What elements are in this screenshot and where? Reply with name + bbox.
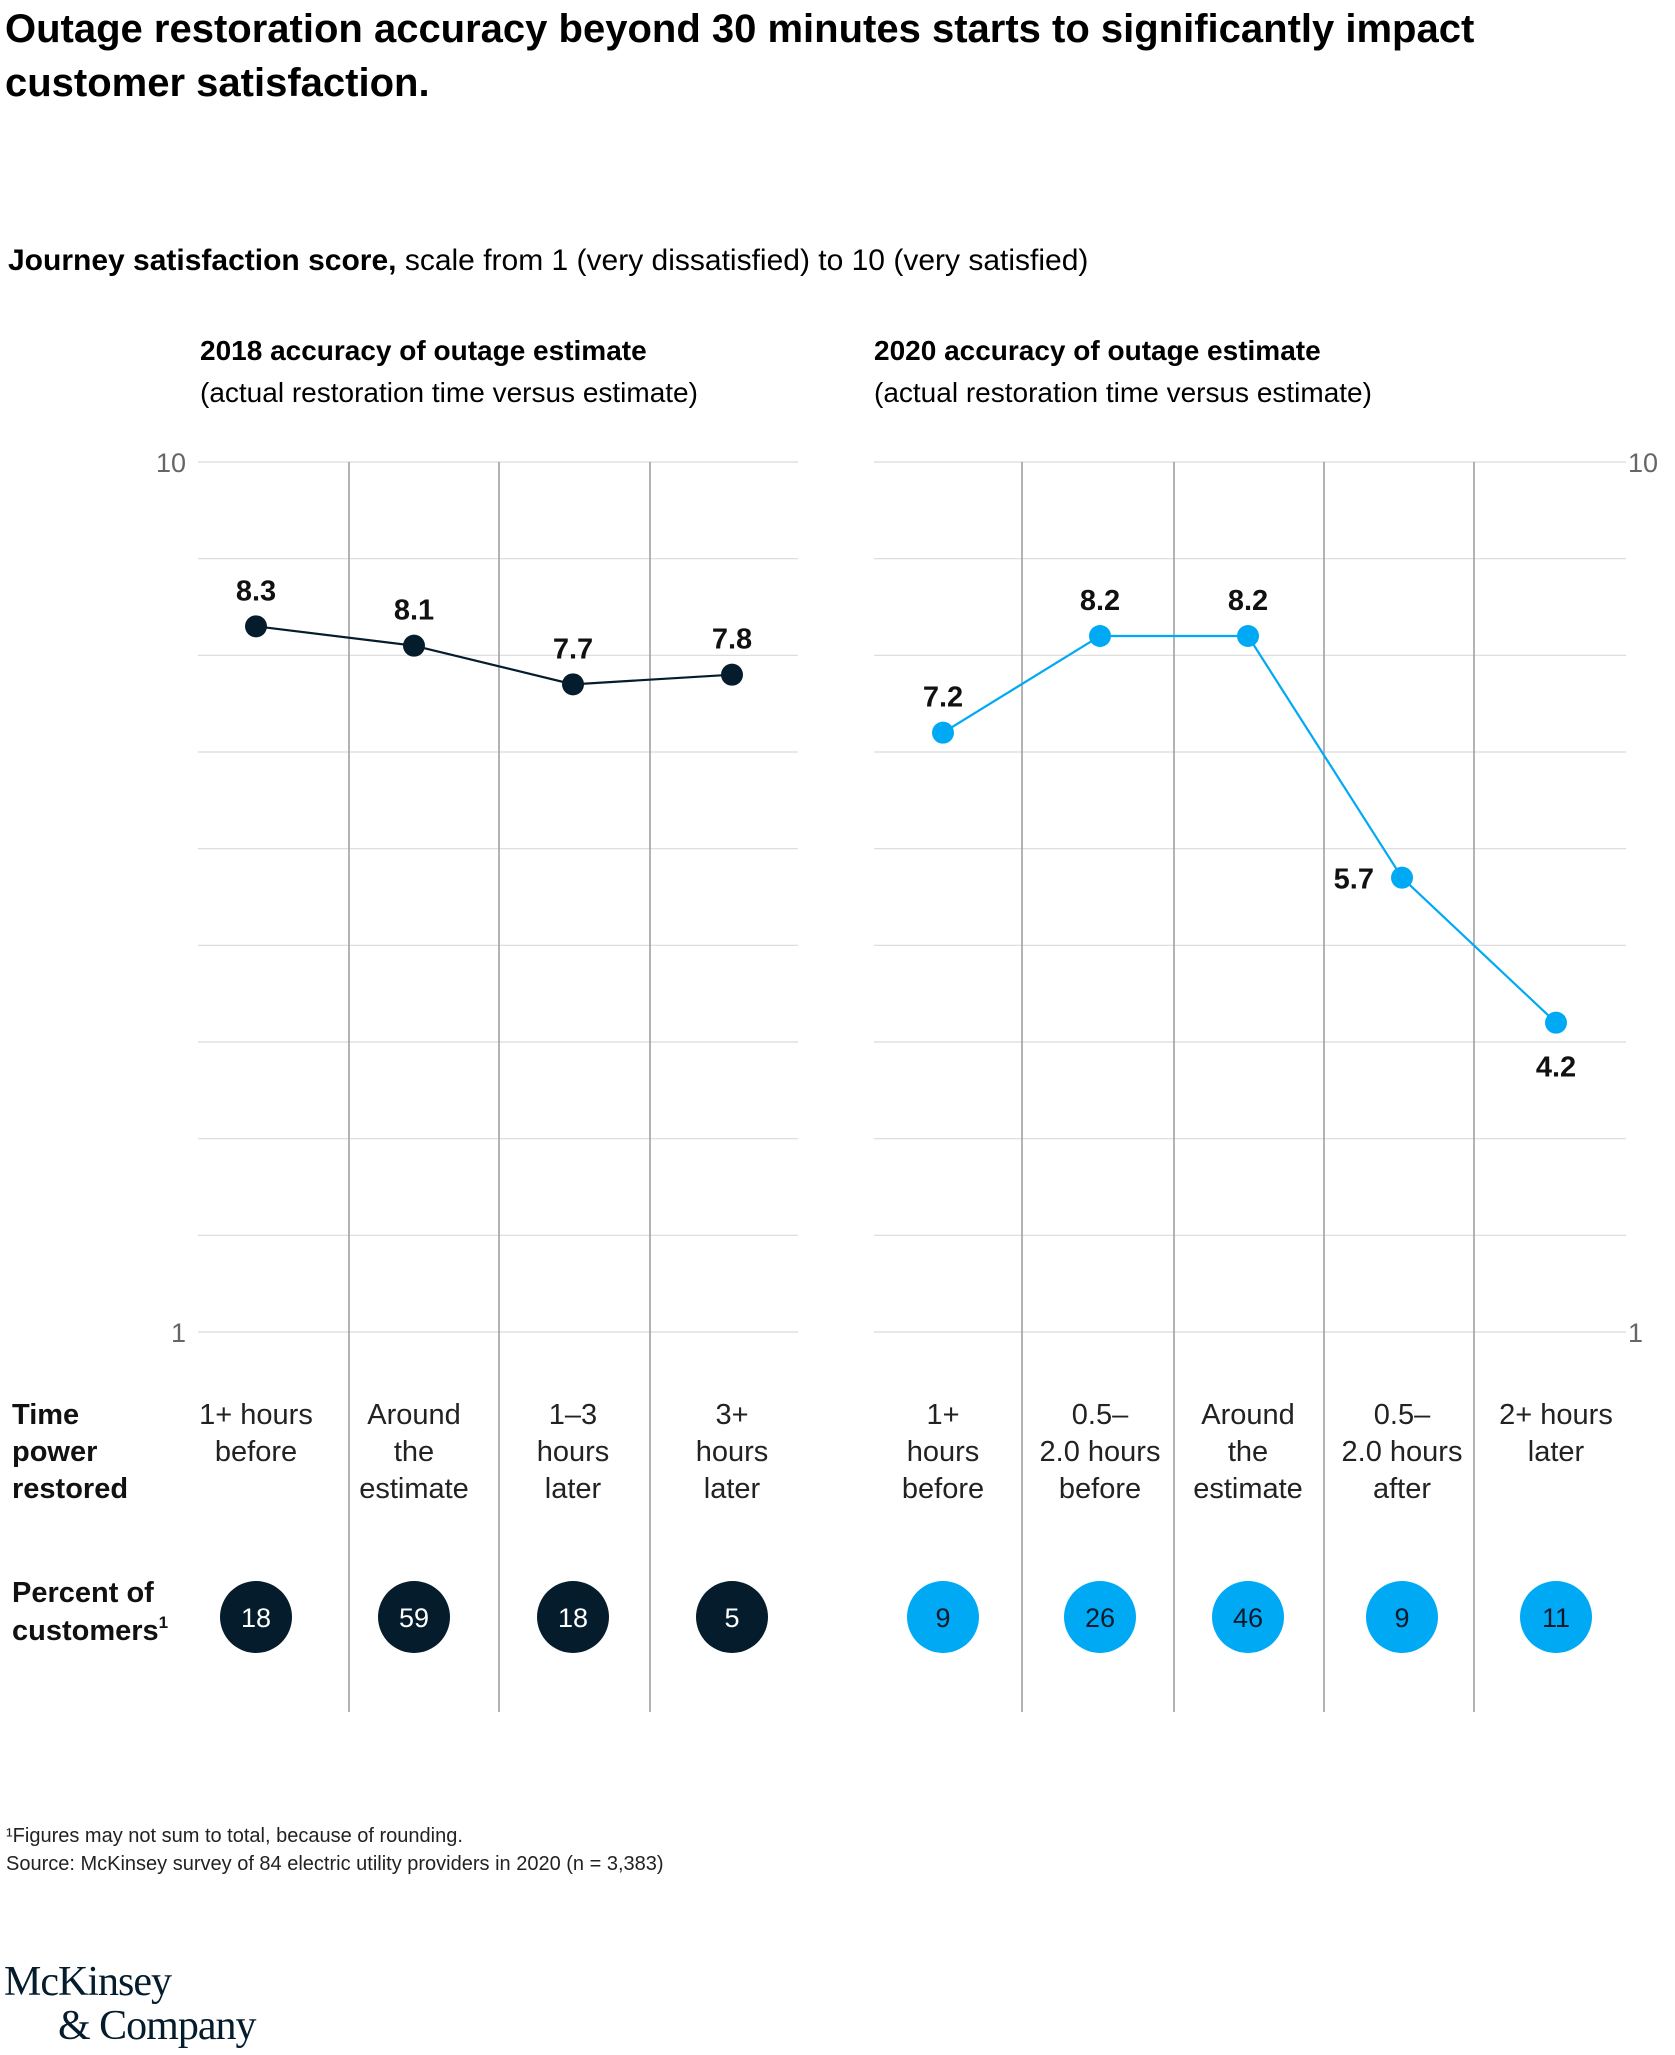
percent-badge-value: 5 [724,1603,739,1633]
category-label: 1+ [926,1399,959,1431]
category-label: the [394,1436,434,1468]
percent-badge [1064,1581,1136,1653]
category-label: estimate [1193,1473,1303,1505]
percent-badge [1520,1581,1592,1653]
data-label: 5.7 [1334,864,1374,896]
percent-badge-value: 9 [1394,1603,1409,1633]
data-label: 7.8 [712,624,752,656]
data-point [1391,866,1413,889]
subtitle-bold: Journey satisfaction score, [8,244,397,277]
footnote-source: Source: McKinsey survey of 84 electric u… [6,1853,664,1875]
y-tick-label: 10 [156,448,186,478]
data-label: 7.7 [553,633,593,665]
category-label: before [215,1436,297,1468]
category-label: after [1373,1473,1431,1505]
row-label-time: Time [12,1399,79,1431]
category-label: 2+ hours [1499,1399,1613,1431]
series-line [942,634,1557,1024]
category-label: Around [1201,1399,1295,1431]
category-label: later [1528,1436,1585,1468]
data-point [1545,1011,1567,1034]
y-tick-label: 1 [171,1318,186,1348]
category-label: estimate [359,1473,469,1505]
row-label-percent: customers1 [12,1613,168,1647]
category-label: before [902,1473,984,1505]
data-label: 8.3 [236,575,276,607]
category-label: Around [367,1399,461,1431]
percent-badge-value: 9 [935,1603,950,1633]
category-label: hours [696,1436,769,1468]
row-label-percent: Percent of [12,1577,154,1609]
y-tick-label: 10 [1628,448,1658,478]
chart-canvas: 10 1 8.3 8.1 7.7 7.8 1+ hours before Around the es… [12,448,1658,1712]
data-label: 8.1 [394,595,434,627]
chart-subtitle: Journey satisfaction score, scale from 1… [8,244,1088,278]
percent-badge-value: 18 [558,1603,588,1633]
data-point [1089,625,1111,647]
panel-2020-header: 2020 accuracy of outage estimate (actual… [874,330,1372,414]
data-label: 8.2 [1228,585,1268,617]
category-label: 0.5– [1072,1399,1129,1431]
percent-badge [696,1581,768,1653]
category-label: 1+ hours [199,1399,313,1431]
category-label: later [545,1473,602,1505]
subtitle-normal: scale from 1 (very dissatisfied) to 10 (… [396,244,1089,277]
y-tick-label: 1 [1628,1318,1643,1348]
percent-badge-value: 26 [1085,1603,1115,1633]
data-point [562,673,584,696]
row-label-time: restored [12,1473,128,1505]
series-line [255,625,733,686]
percent-badge-value: 46 [1233,1603,1263,1633]
panel-2018-header: 2018 accuracy of outage estimate (actual… [200,330,698,414]
data-point [1237,625,1259,647]
data-point [932,721,954,744]
chart-title: Outage restoration accuracy beyond 30 mi… [5,7,1475,105]
category-label: 2.0 hours [1040,1436,1161,1468]
panel-2020-subtitle: (actual restoration time versus estimate… [874,377,1372,408]
panel-2018-title: 2018 accuracy of outage estimate [200,335,647,366]
data-point [403,634,425,657]
category-label: 2.0 hours [1342,1436,1463,1468]
data-label: 8.2 [1080,585,1120,617]
category-label: 1–3 [549,1399,597,1431]
mckinsey-logo: McKinsey & Company [4,1959,256,2049]
data-label: 7.2 [923,682,963,714]
data-label: 4.2 [1536,1052,1576,1084]
footnote: ¹Figures may not sum to total, because o… [6,1822,664,1878]
panel-2020-title: 2020 accuracy of outage estimate [874,335,1321,366]
row-label-time: power [12,1436,97,1468]
panel-2018-subtitle: (actual restoration time versus estimate… [200,377,698,408]
category-label: 3+ [715,1399,748,1431]
percent-badge [1212,1581,1284,1653]
percent-badge [907,1581,979,1653]
data-point [721,663,743,686]
percent-badge-value: 59 [399,1603,429,1633]
footnote-rounding: ¹Figures may not sum to total, because o… [6,1825,463,1847]
percent-badge-value: 18 [241,1603,271,1633]
percent-badge [537,1581,609,1653]
percent-badge-value: 11 [1542,1603,1570,1633]
category-label: the [1228,1436,1268,1468]
category-label: later [704,1473,761,1505]
category-label: hours [907,1436,980,1468]
category-label: before [1059,1473,1141,1505]
percent-badge [378,1581,450,1653]
percent-badge [1366,1581,1438,1653]
category-label: hours [537,1436,610,1468]
data-point [245,615,267,638]
percent-badge [220,1581,292,1653]
category-label: 0.5– [1374,1399,1431,1431]
